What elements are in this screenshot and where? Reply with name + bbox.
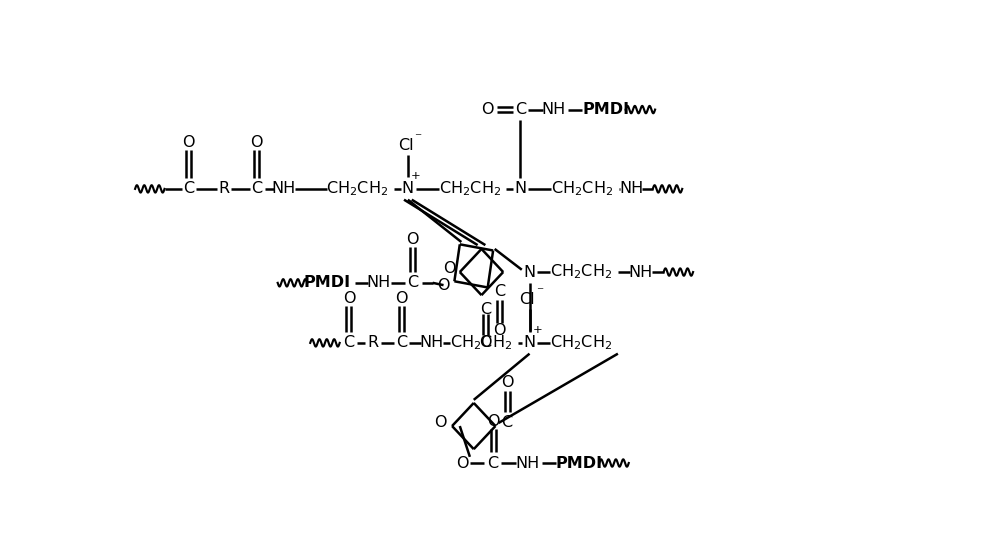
Text: O: O bbox=[343, 291, 355, 306]
Text: +: + bbox=[532, 325, 542, 335]
Text: NH: NH bbox=[515, 456, 539, 471]
Text: CH$_2$CH$_2$: CH$_2$CH$_2$ bbox=[439, 180, 501, 198]
Text: C: C bbox=[343, 335, 355, 351]
Text: CH$_2$CH$_2$: CH$_2$CH$_2$ bbox=[550, 334, 613, 352]
Text: CH$_2$CH$_2$: CH$_2$CH$_2$ bbox=[326, 180, 389, 198]
Text: N: N bbox=[514, 181, 526, 196]
Text: C: C bbox=[515, 102, 526, 117]
Text: C: C bbox=[502, 415, 513, 430]
Text: ⁻: ⁻ bbox=[414, 131, 422, 145]
Text: Cl: Cl bbox=[398, 138, 413, 153]
Text: NH: NH bbox=[628, 265, 652, 280]
Text: O: O bbox=[443, 261, 455, 276]
Text: O: O bbox=[501, 375, 513, 391]
Text: O: O bbox=[434, 415, 447, 430]
Text: NH: NH bbox=[541, 102, 566, 117]
Text: Cl: Cl bbox=[519, 292, 535, 307]
Text: O: O bbox=[487, 414, 499, 429]
Text: +: + bbox=[411, 171, 420, 181]
Text: NH: NH bbox=[619, 181, 643, 196]
Text: C: C bbox=[480, 301, 491, 316]
Text: N: N bbox=[523, 335, 536, 351]
Text: PMDI: PMDI bbox=[582, 102, 629, 117]
Text: CH$_2$CH$_2$: CH$_2$CH$_2$ bbox=[550, 263, 613, 281]
Text: PMDI: PMDI bbox=[303, 275, 351, 291]
Text: ⁻: ⁻ bbox=[536, 285, 543, 299]
Text: C: C bbox=[488, 456, 499, 471]
Text: CH$_2$CH$_2$: CH$_2$CH$_2$ bbox=[551, 180, 614, 198]
Text: O: O bbox=[481, 102, 493, 117]
Text: O: O bbox=[456, 456, 468, 471]
Text: CH$_2$CH$_2$: CH$_2$CH$_2$ bbox=[450, 334, 513, 352]
Text: O: O bbox=[395, 291, 408, 306]
Text: O: O bbox=[437, 278, 450, 293]
Text: NH: NH bbox=[272, 181, 296, 196]
Text: N: N bbox=[402, 181, 414, 196]
Text: NH: NH bbox=[420, 335, 444, 351]
Text: O: O bbox=[406, 232, 419, 247]
Text: C: C bbox=[251, 181, 262, 196]
Text: R: R bbox=[219, 181, 230, 196]
Text: O: O bbox=[479, 335, 492, 351]
Text: N: N bbox=[523, 265, 536, 280]
Text: NH: NH bbox=[366, 275, 391, 291]
Text: C: C bbox=[494, 284, 505, 299]
Text: O: O bbox=[250, 135, 263, 150]
Text: O: O bbox=[182, 135, 195, 150]
Text: C: C bbox=[396, 335, 407, 351]
Text: C: C bbox=[183, 181, 194, 196]
Text: PMDI: PMDI bbox=[556, 456, 603, 471]
Text: R: R bbox=[367, 335, 379, 351]
Text: O: O bbox=[493, 323, 506, 338]
Text: C: C bbox=[407, 275, 418, 291]
